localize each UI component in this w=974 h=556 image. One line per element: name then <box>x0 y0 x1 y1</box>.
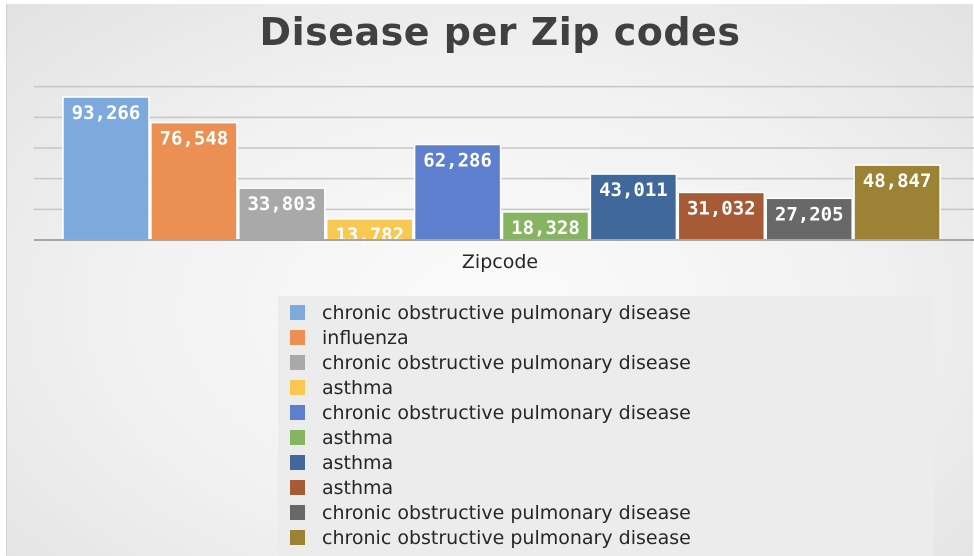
legend-item[interactable]: chronic obstructive pulmonary disease <box>290 300 691 325</box>
bar-9[interactable] <box>765 197 853 241</box>
bar-5[interactable] <box>413 143 502 241</box>
legend-swatch <box>290 380 305 395</box>
legend-label: chronic obstructive pulmonary disease <box>322 401 691 424</box>
data-label-10: 48,847 <box>863 170 932 192</box>
data-label-9: 27,205 <box>775 203 844 225</box>
legend-swatch <box>290 430 305 445</box>
legend-item[interactable]: chronic obstructive pulmonary disease <box>290 350 691 375</box>
legend-swatch <box>290 305 305 320</box>
legend-swatch <box>290 530 305 545</box>
data-label-2: 76,548 <box>160 128 229 150</box>
legend-label: chronic obstructive pulmonary disease <box>322 526 691 549</box>
legend-label: chronic obstructive pulmonary disease <box>322 301 691 324</box>
legend-label: influenza <box>322 326 409 349</box>
legend-swatch <box>290 405 305 420</box>
bar-8[interactable] <box>677 191 766 241</box>
legend-swatch <box>290 330 305 345</box>
chart-title: Disease per Zip codes <box>259 10 741 54</box>
bar-6[interactable] <box>501 211 590 241</box>
legend-swatch <box>290 480 305 495</box>
legend-label: asthma <box>322 451 394 474</box>
legend-item[interactable]: chronic obstructive pulmonary disease <box>290 400 691 425</box>
legend[interactable]: chronic obstructive pulmonary disease inf… <box>278 296 934 556</box>
legend-swatch <box>290 505 305 520</box>
legend-swatch <box>290 355 305 370</box>
legend-item[interactable]: chronic obstructive pulmonary disease <box>290 500 691 525</box>
legend-label: asthma <box>322 426 394 449</box>
bar-7[interactable] <box>589 173 678 241</box>
legend-item[interactable]: influenza <box>290 325 409 350</box>
legend-item[interactable]: chronic obstructive pulmonary disease <box>290 525 691 550</box>
data-label-4: 13,782 <box>335 224 404 246</box>
legend-label: chronic obstructive pulmonary disease <box>322 501 691 524</box>
legend-label: asthma <box>322 476 394 499</box>
bar-2[interactable] <box>150 121 238 241</box>
data-label-1: 93,266 <box>72 102 141 124</box>
data-label-5: 62,286 <box>423 150 492 172</box>
data-label-7: 43,011 <box>599 179 668 201</box>
data-label-8: 31,032 <box>687 197 756 219</box>
x-axis-title: Zipcode <box>461 251 539 273</box>
legend-label: chronic obstructive pulmonary disease <box>322 351 691 374</box>
data-label-6: 18,328 <box>511 217 580 239</box>
bar-10[interactable] <box>853 164 941 241</box>
legend-item[interactable]: asthma <box>290 475 393 500</box>
legend-swatch <box>290 455 305 470</box>
data-label-3: 33,803 <box>247 193 316 215</box>
legend-label: asthma <box>322 376 394 399</box>
legend-item[interactable]: asthma <box>290 425 393 450</box>
legend-item[interactable]: asthma <box>290 375 393 400</box>
legend-item[interactable]: asthma <box>290 450 393 475</box>
